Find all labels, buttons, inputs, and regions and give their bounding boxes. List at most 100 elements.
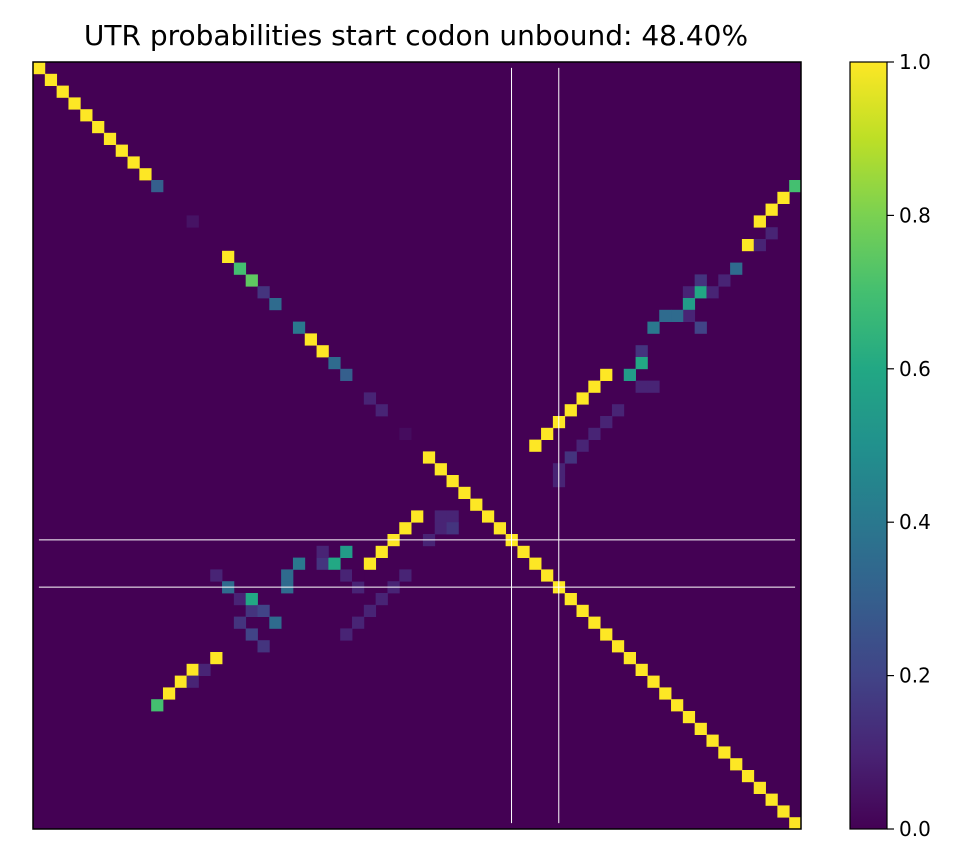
heatmap-cell <box>694 321 707 334</box>
heatmap-cell <box>363 604 377 617</box>
heatmap-cell <box>659 309 672 322</box>
heatmap-cell <box>777 805 790 818</box>
heatmap-cell <box>56 85 69 98</box>
heatmap-cell <box>233 616 247 629</box>
heatmap-cell <box>611 640 625 653</box>
heatmap-cell <box>375 545 388 558</box>
heatmap-cell <box>434 463 447 476</box>
heatmap-cells <box>33 62 802 830</box>
heatmap-cell <box>588 380 601 393</box>
heatmap-cell <box>576 439 589 452</box>
heatmap-cell <box>765 203 778 216</box>
heatmap-cell <box>411 510 424 523</box>
heatmap-cell <box>316 345 329 358</box>
heatmap-cell <box>151 180 164 193</box>
heatmap-cell <box>682 309 696 322</box>
colorbar-tick-label: 0.6 <box>899 357 931 381</box>
heatmap-cell <box>564 593 577 606</box>
start-codon-guide-lines <box>38 67 796 824</box>
heatmap-cell <box>340 545 353 558</box>
heatmap-cell <box>600 368 613 381</box>
heatmap-cell <box>33 62 46 75</box>
colorbar-tick-label: 0.2 <box>899 664 931 688</box>
heatmap-cell <box>529 557 542 570</box>
plot-frame <box>32 61 802 830</box>
heatmap-cell <box>269 616 282 629</box>
heatmap-cell <box>623 368 636 381</box>
heatmap-cell <box>481 510 495 523</box>
heatmap-cell <box>151 699 164 712</box>
heatmap-cell <box>316 557 329 570</box>
heatmap-cell <box>635 380 648 393</box>
heatmap-cell <box>777 191 790 204</box>
heatmap-cell <box>635 663 648 676</box>
heatmap-cell <box>269 298 282 311</box>
heatmap-cell <box>245 593 258 606</box>
heatmap-cell <box>730 758 743 771</box>
heatmap-cell <box>352 569 365 582</box>
heatmap-cell <box>198 663 211 676</box>
chart-title: UTR probabilities start codon unbound: 4… <box>84 19 748 52</box>
heatmap-cell <box>588 427 601 440</box>
heatmap-cell <box>245 628 258 641</box>
heatmap-cell <box>789 180 802 193</box>
heatmap-cell <box>328 557 341 570</box>
heatmap-cell <box>233 593 247 606</box>
heatmap-cell <box>458 486 471 499</box>
heatmap-cell <box>635 345 648 358</box>
heatmap-cell <box>682 711 696 724</box>
heatmap-cell <box>80 109 93 122</box>
heatmap-cell <box>517 545 530 558</box>
heatmap-cell <box>68 97 81 110</box>
heatmap-cell <box>647 675 660 688</box>
heatmap-cell <box>600 628 613 641</box>
heatmap-cell <box>741 239 755 252</box>
heatmap-cell <box>600 416 613 429</box>
heatmap-cell <box>257 604 270 617</box>
heatmap-cell <box>706 286 719 299</box>
heatmap-cell <box>659 687 672 700</box>
heatmap-cell <box>340 368 353 381</box>
heatmap-cell <box>340 569 353 582</box>
heatmap-cell <box>576 604 589 617</box>
heatmap-cell <box>363 557 377 570</box>
heatmap-cell <box>647 321 660 334</box>
heatmap-cell <box>789 817 802 830</box>
heatmap-cell <box>399 569 412 582</box>
heatmap-cell <box>623 652 636 665</box>
heatmap-cell <box>186 675 199 688</box>
heatmap-cell <box>44 73 58 86</box>
heatmap-cell <box>328 357 341 370</box>
heatmap-cell <box>174 675 187 688</box>
heatmap-cell <box>304 333 317 346</box>
heatmap-cell <box>529 439 542 452</box>
heatmap-cell <box>210 569 223 582</box>
heatmap-cell <box>576 392 589 405</box>
heatmap-cell <box>422 451 436 464</box>
heatmap-cell <box>115 144 128 157</box>
heatmap-cell <box>694 286 707 299</box>
heatmap-cell <box>210 652 223 665</box>
colorbar <box>849 61 888 830</box>
heatmap-cell <box>718 274 731 287</box>
heatmap-cell <box>541 427 554 440</box>
heatmap-cell <box>446 475 459 488</box>
heatmap-cell <box>92 121 105 134</box>
heatmap-cell <box>292 321 306 334</box>
heatmap-cell <box>765 227 778 240</box>
heatmap-cell <box>186 215 199 228</box>
heatmap-cell <box>222 250 235 263</box>
heatmap-cell <box>245 274 258 287</box>
heatmap-cell <box>694 722 707 735</box>
heatmap-cell <box>493 522 507 535</box>
heatmap-cell <box>399 427 412 440</box>
heatmap-cell <box>682 286 696 299</box>
colorbar-tick-label: 0.4 <box>899 510 931 534</box>
heatmap-cell <box>281 569 294 582</box>
heatmap-cell <box>257 640 270 653</box>
heatmap-cell <box>706 734 719 747</box>
colorbar-ticks: 0.0 0.2 0.4 0.6 0.8 1.0 <box>887 50 931 841</box>
heatmap-cell <box>186 663 199 676</box>
heatmap-cell <box>671 699 684 712</box>
heatmap-cell <box>671 309 684 322</box>
